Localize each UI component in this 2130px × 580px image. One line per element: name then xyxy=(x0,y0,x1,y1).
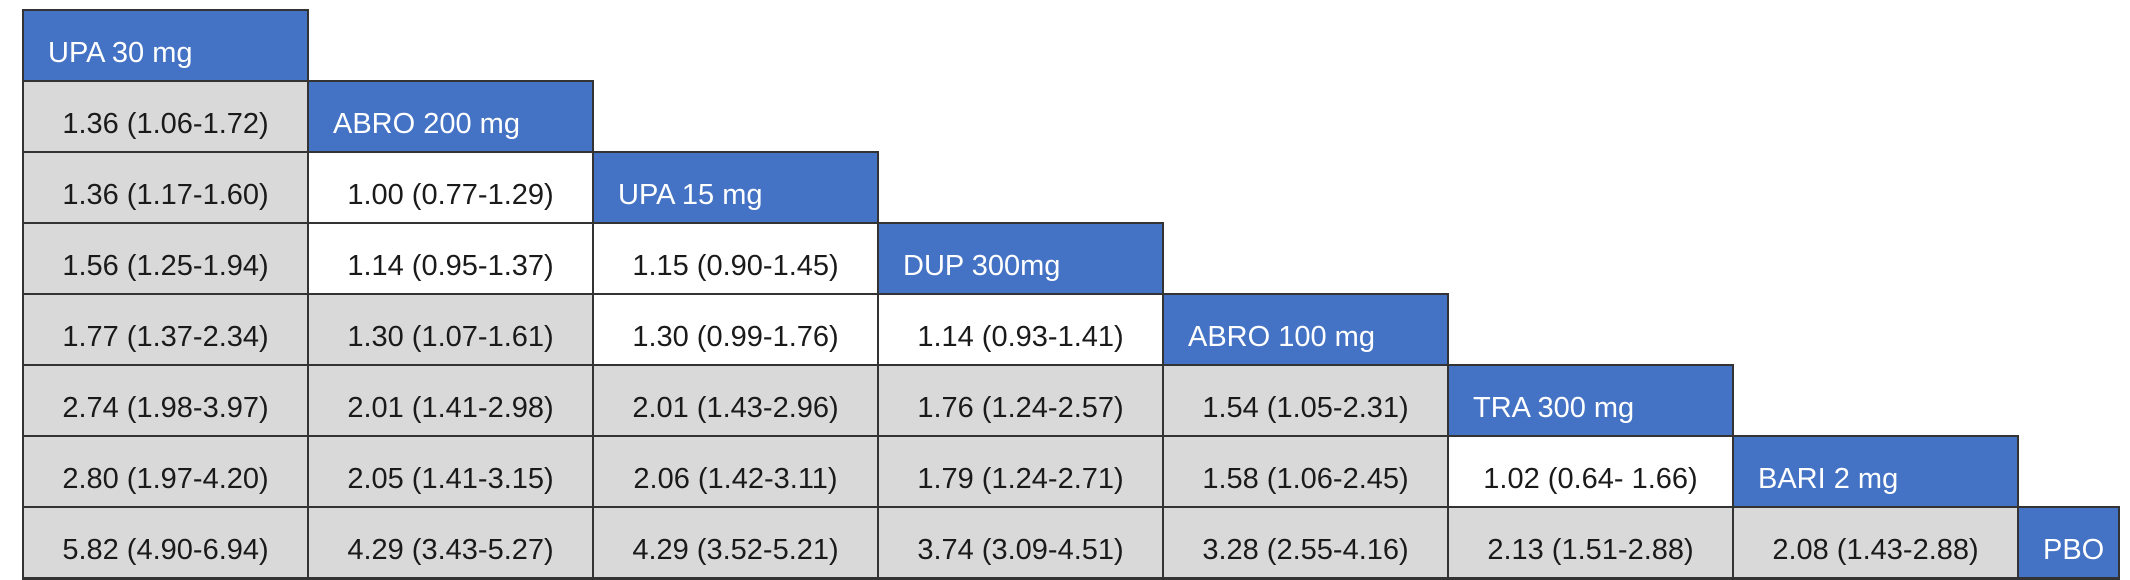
empty-cell xyxy=(2018,81,2119,152)
empty-cell xyxy=(1448,152,1733,223)
empty-cell xyxy=(878,10,1163,81)
comparison-cell: 1.02 (0.64- 1.66) xyxy=(1447,435,1734,508)
treatment-diagonal-cell: UPA 30 mg xyxy=(22,9,309,82)
comparison-cell: 2.01 (1.43-2.96) xyxy=(592,364,879,437)
league-table-row: 1.56 (1.25-1.94) 1.14 (0.95-1.37) 1.15 (0.… xyxy=(22,222,2119,295)
empty-cell xyxy=(1163,223,1448,294)
empty-cell xyxy=(593,10,878,81)
comparison-cell: 2.01 (1.41-2.98) xyxy=(307,364,594,437)
treatment-diagonal-cell: UPA 15 mg xyxy=(592,151,879,224)
league-table-row: 1.36 (1.06-1.72) ABRO 200 mg xyxy=(22,80,2119,153)
comparison-cell: 5.82 (4.90-6.94) xyxy=(22,506,309,580)
empty-cell xyxy=(2018,10,2119,81)
comparison-cell: 1.79 (1.24-2.71) xyxy=(877,435,1164,508)
empty-cell xyxy=(1448,81,1733,152)
comparison-cell: 2.13 (1.51-2.88) xyxy=(1447,506,1734,580)
empty-cell xyxy=(308,10,593,81)
comparison-cell: 1.30 (0.99-1.76) xyxy=(592,293,879,366)
empty-cell xyxy=(1163,10,1448,81)
empty-cell xyxy=(1733,10,2018,81)
comparison-cell: 2.08 (1.43-2.88) xyxy=(1732,506,2019,580)
comparison-cell: 1.30 (1.07-1.61) xyxy=(307,293,594,366)
empty-cell xyxy=(2018,152,2119,223)
comparison-cell: 2.06 (1.42-3.11) xyxy=(592,435,879,508)
empty-cell xyxy=(1733,81,2018,152)
comparison-cell: 4.29 (3.52-5.21) xyxy=(592,506,879,580)
comparison-cell: 3.74 (3.09-4.51) xyxy=(877,506,1164,580)
empty-cell xyxy=(1163,152,1448,223)
league-table-row: UPA 30 mg xyxy=(22,9,2119,82)
league-table-row: 1.36 (1.17-1.60) 1.00 (0.77-1.29) UPA 15 m… xyxy=(22,151,2119,224)
empty-cell xyxy=(1733,294,2018,365)
treatment-diagonal-cell: TRA 300 mg xyxy=(1447,364,1734,437)
comparison-cell: 2.74 (1.98-3.97) xyxy=(22,364,309,437)
comparison-cell: 1.00 (0.77-1.29) xyxy=(307,151,594,224)
comparison-cell: 1.14 (0.93-1.41) xyxy=(877,293,1164,366)
comparison-cell: 1.15 (0.90-1.45) xyxy=(592,222,879,295)
comparison-cell: 2.05 (1.41-3.15) xyxy=(307,435,594,508)
league-table-row: 5.82 (4.90-6.94) 4.29 (3.43-5.27) 4.29 (3.… xyxy=(22,506,2120,580)
empty-cell xyxy=(1448,294,1733,365)
treatment-diagonal-cell: ABRO 100 mg xyxy=(1162,293,1449,366)
comparison-cell: 1.56 (1.25-1.94) xyxy=(22,222,309,295)
treatment-diagonal-cell: DUP 300mg xyxy=(877,222,1164,295)
empty-cell xyxy=(2018,294,2119,365)
empty-cell xyxy=(1733,223,2018,294)
league-table: UPA 30 mg 1.36 (1.06-1.72) ABRO 200 mg 1.36… xyxy=(22,9,2120,580)
comparison-cell: 2.80 (1.97-4.20) xyxy=(22,435,309,508)
comparison-cell: 3.28 (2.55-4.16) xyxy=(1162,506,1449,580)
empty-cell xyxy=(2018,436,2119,507)
comparison-cell: 1.77 (1.37-2.34) xyxy=(22,293,309,366)
empty-cell xyxy=(2018,365,2119,436)
league-table-row: 2.80 (1.97-4.20) 2.05 (1.41-3.15) 2.06 (1.… xyxy=(22,435,2119,508)
empty-cell xyxy=(1733,365,2018,436)
treatment-diagonal-cell: BARI 2 mg xyxy=(1732,435,2019,508)
comparison-cell: 1.36 (1.06-1.72) xyxy=(22,80,309,153)
comparison-cell: 1.36 (1.17-1.60) xyxy=(22,151,309,224)
comparison-cell: 1.76 (1.24-2.57) xyxy=(877,364,1164,437)
empty-cell xyxy=(878,152,1163,223)
comparison-cell: 4.29 (3.43-5.27) xyxy=(307,506,594,580)
empty-cell xyxy=(1733,152,2018,223)
empty-cell xyxy=(1163,81,1448,152)
league-table-row: 2.74 (1.98-3.97) 2.01 (1.41-2.98) 2.01 (1.… xyxy=(22,364,2119,437)
treatment-diagonal-cell: ABRO 200 mg xyxy=(307,80,594,153)
empty-cell xyxy=(1448,223,1733,294)
empty-cell xyxy=(1448,10,1733,81)
treatment-diagonal-cell: PBO xyxy=(2017,506,2120,580)
comparison-cell: 1.14 (0.95-1.37) xyxy=(307,222,594,295)
empty-cell xyxy=(2018,223,2119,294)
empty-cell xyxy=(593,81,878,152)
empty-cell xyxy=(878,81,1163,152)
comparison-cell: 1.54 (1.05-2.31) xyxy=(1162,364,1449,437)
comparison-cell: 1.58 (1.06-2.45) xyxy=(1162,435,1449,508)
league-table-row: 1.77 (1.37-2.34) 1.30 (1.07-1.61) 1.30 (0.… xyxy=(22,293,2119,366)
